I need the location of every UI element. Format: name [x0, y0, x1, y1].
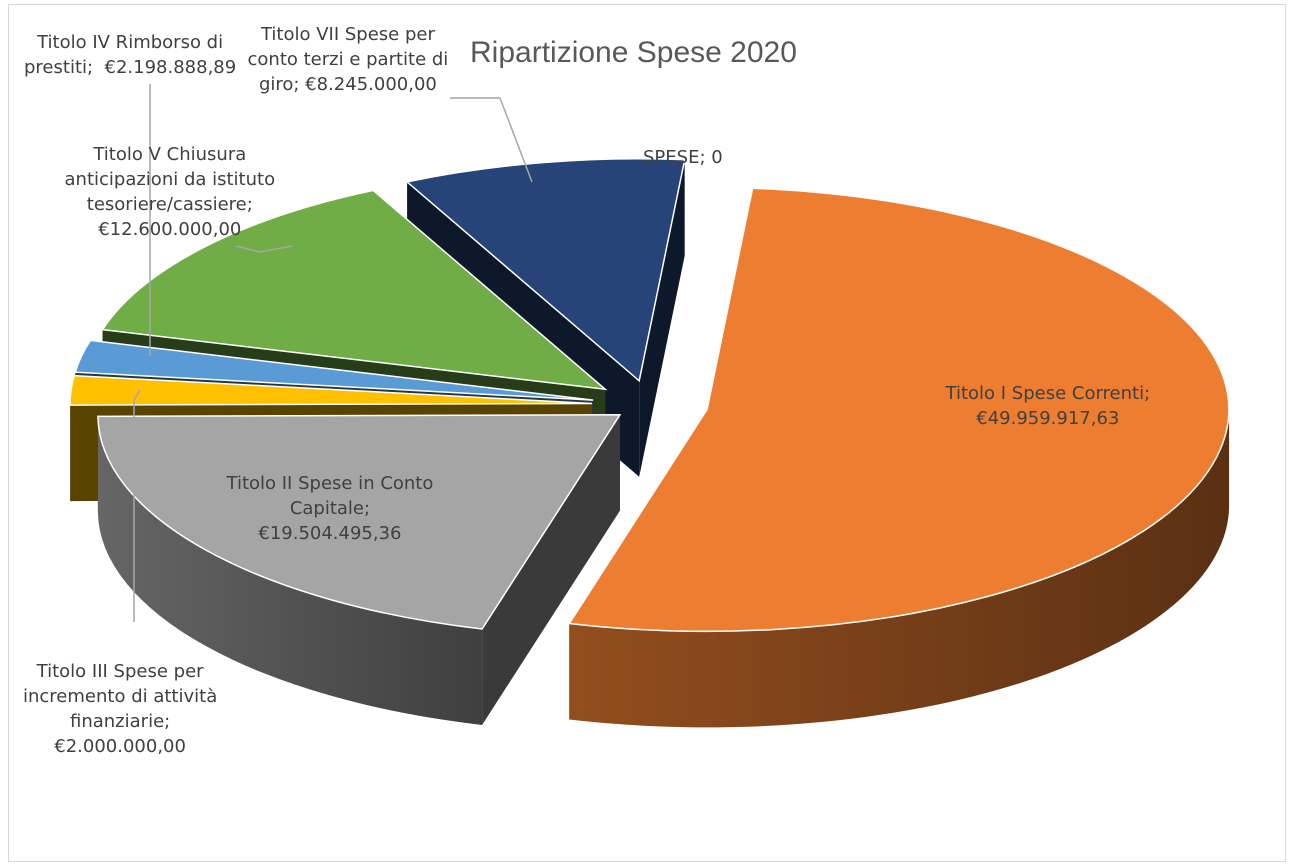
- data-label-titolo-i-spese-correnti: Titolo I Spese Correnti; €49.959.917,63: [945, 383, 1151, 429]
- chart-frame: [8, 4, 1286, 862]
- pie-slice-titolo-ii-spese-in-conto-capitale: [97, 414, 622, 725]
- leader-line-titolo-vii-spese-per-conto-terzi-e-partite-di-giro: [450, 97, 533, 183]
- slice-top: [405, 158, 686, 383]
- slice-top: [97, 414, 622, 630]
- slice-wall: [639, 159, 685, 477]
- leader-line-titolo-v-chiusura-anticipazioni-da-istituto-tesoriere-cassiere: [235, 245, 293, 253]
- data-label-spese: SPESE; 0: [643, 147, 723, 168]
- data-label-titolo-vii-spese-per-conto-terzi-e-partite-di-giro: Titolo VII Spese per conto terzi e parti…: [247, 24, 449, 95]
- slice-side: [97, 416, 483, 725]
- data-label-titolo-v-chiusura-anticipazioni-da-istituto-tesoriere-cassiere: Titolo V Chiusura anticipazioni da istit…: [64, 144, 276, 240]
- slice-side: [569, 409, 1230, 728]
- data-label-titolo-iii-spese-per-incremento-di-attivita-finanziarie: Titolo III Spese per incremento di attiv…: [23, 661, 218, 757]
- data-label-titolo-ii-spese-in-conto-capitale: Titolo II Spese in Conto Capitale; €19.5…: [226, 473, 434, 544]
- leader-line-titolo-iii-spese-per-incremento-di-attivita-finanziarie: [133, 389, 141, 622]
- chart-title: Ripartizione Spese 2020: [470, 36, 797, 69]
- slice-top: [74, 339, 594, 401]
- slice-top: [101, 189, 608, 391]
- slice-top: [69, 374, 593, 406]
- data-label-titolo-iv-rimborso-di-prestiti: Titolo IV Rimborso di prestiti; €2.198.8…: [24, 32, 237, 78]
- pie-slice-titolo-i-spese-correnti: [568, 187, 1230, 728]
- slice-top: [568, 187, 1230, 633]
